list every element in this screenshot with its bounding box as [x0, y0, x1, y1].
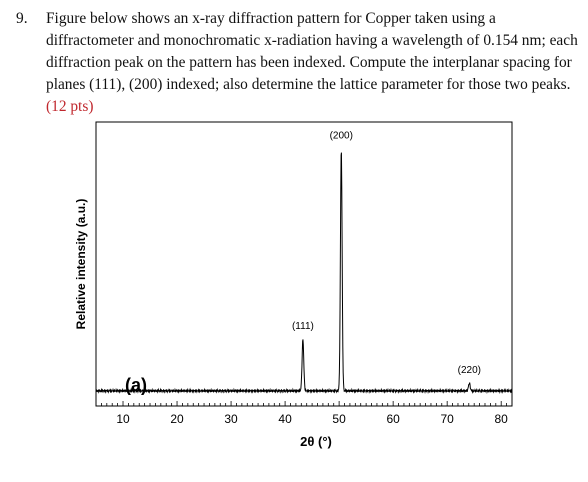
- x-tick-label: 70: [440, 412, 454, 426]
- plot-frame: [95, 121, 513, 407]
- y-axis-label: Relative intensity (a.u.): [74, 199, 88, 330]
- x-tick-label: 30: [224, 412, 238, 426]
- x-tick-label: 60: [386, 412, 400, 426]
- x-tick-label: 10: [116, 412, 130, 426]
- peak-label: (220): [458, 365, 481, 376]
- diffraction-pattern-line: [95, 152, 513, 395]
- x-tick-labels: 10 20 30 40 50 60 70 80: [116, 412, 508, 426]
- x-tick-label: 50: [332, 412, 346, 426]
- points-label: (12 pts): [46, 98, 94, 115]
- panel-label: (a): [125, 375, 147, 395]
- question-number: 9.: [16, 10, 28, 27]
- x-tick-label: 40: [278, 412, 292, 426]
- x-tick-label: 20: [170, 412, 184, 426]
- question-text: Figure below shows an x-ray diffraction …: [46, 10, 578, 93]
- question-text-block: Figure below shows an x-ray diffraction …: [46, 8, 578, 118]
- peak-label: (200): [330, 130, 353, 141]
- x-tick-label: 80: [495, 412, 509, 426]
- peak-label: (111): [292, 321, 314, 332]
- x-ticks: [95, 401, 513, 406]
- x-axis-label: 2θ (°): [300, 434, 332, 449]
- peak-labels: (111) (200) (220): [292, 130, 481, 376]
